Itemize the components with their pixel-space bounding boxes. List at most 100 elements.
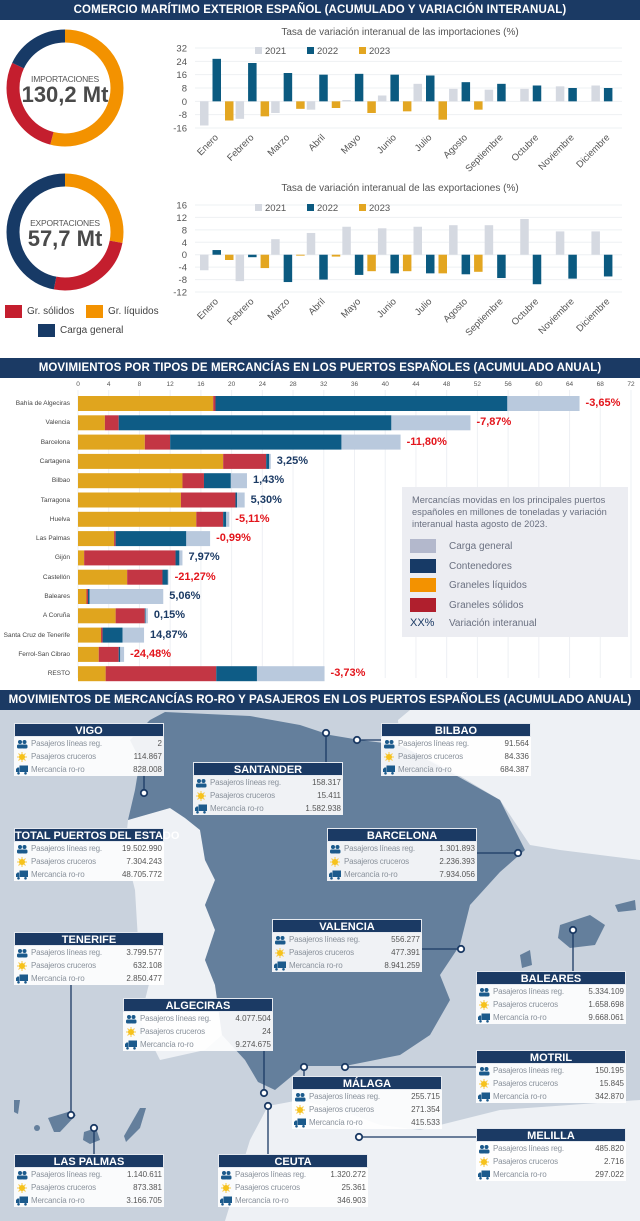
- x-tick-label: 60: [535, 381, 543, 388]
- stat-value: 8.941.259: [384, 961, 420, 970]
- port-marker-bilbao[interactable]: [352, 735, 362, 745]
- stat-row-roro: Mercancía ro-ro 346.903: [218, 1194, 368, 1207]
- port-marker-barcelona[interactable]: [513, 848, 523, 858]
- bar-2023-Julio: [438, 101, 447, 120]
- port-marker-melilla[interactable]: [354, 1132, 364, 1142]
- y-tick-label: 0: [182, 97, 187, 108]
- x-tick-label: Noviembre: [536, 296, 576, 336]
- stat-row-roro: Mercancía ro-ro 2.850.477: [14, 972, 164, 985]
- legend-label: Contenedores: [449, 560, 512, 572]
- port-name: TOTAL PUERTOS DEL ESTADO: [14, 828, 180, 842]
- stat-value: 684.387: [500, 765, 529, 774]
- port-marker-santander[interactable]: [321, 728, 331, 738]
- bar-2021-Enero: [200, 101, 209, 126]
- bar-2023-Abril: [331, 101, 341, 108]
- port-label: A Coruña: [42, 612, 70, 620]
- stat-value: 158.317: [312, 778, 341, 787]
- bar-2022-Noviembre: [568, 88, 577, 102]
- imports-label: IMPORTACIONES 130,2 Mt: [0, 74, 130, 106]
- stat-label: Pasajeros cruceros: [31, 961, 96, 970]
- truck-icon: [383, 765, 395, 775]
- stat-value: 7.304.243: [126, 857, 162, 866]
- bar-2021-Abril: [306, 101, 316, 110]
- section-header-movimientos: MOVIMIENTOS POR TIPOS DE MERCANCÍAS EN L…: [0, 358, 640, 378]
- stat-row-roro: Mercancía ro-ro 342.870: [476, 1090, 626, 1103]
- port-label: Baleares: [44, 593, 70, 600]
- passengers-icon: [479, 1144, 490, 1153]
- bar-2022-Abril: [319, 74, 328, 102]
- legend-swatch: [410, 578, 436, 592]
- x-tick-label: 12: [167, 381, 175, 388]
- bar-2022-Junio: [390, 74, 399, 102]
- x-tick-label: Abril: [306, 132, 327, 153]
- stat-label: Mercancía ro-ro: [493, 1092, 547, 1101]
- x-tick-label: Febrero: [225, 132, 256, 163]
- truck-icon: [294, 1118, 306, 1128]
- port-card-laspalmas: LAS PALMAS Pasajeros líneas reg. 1.140.611…: [14, 1154, 164, 1207]
- sun-icon: [17, 856, 27, 867]
- legend-solidos: Gr. sólidos: [5, 305, 74, 318]
- legend-item-solidos: Graneles sólidos: [410, 598, 523, 612]
- bar-2023-Marzo: [296, 254, 305, 256]
- port-marker-ceuta[interactable]: [263, 1101, 273, 1111]
- legend-swatch: [5, 305, 22, 318]
- y-tick-label: -16: [173, 124, 187, 135]
- port-marker-algeciras[interactable]: [259, 1088, 269, 1098]
- x-tick-label: 36: [351, 381, 359, 388]
- x-tick-label: Mayo: [339, 296, 363, 320]
- stat-row-roro: Mercancía ro-ro 297.022: [476, 1168, 626, 1181]
- imports-slice-general: [6, 29, 124, 147]
- stat-row-regular: Pasajeros líneas reg. 91.564: [381, 737, 531, 750]
- port-marker-baleares[interactable]: [568, 925, 578, 935]
- y-tick-label: -8: [179, 110, 187, 121]
- bar-2023-Agosto: [474, 254, 483, 272]
- bar-segment-Graneles sólidos: [84, 550, 176, 566]
- bar-segment-Contenedores: [170, 434, 342, 450]
- port-marker-malaga[interactable]: [299, 1062, 309, 1072]
- stat-label: Pasajeros cruceros: [493, 1157, 558, 1166]
- legend-label: Graneles sólidos: [449, 599, 524, 611]
- bar-2022-Septiembre: [497, 83, 506, 102]
- port-marker-valencia[interactable]: [456, 944, 466, 954]
- stat-value: 2.236.393: [439, 857, 475, 866]
- truck-icon: [125, 1040, 137, 1050]
- sun-icon: [221, 1182, 231, 1193]
- bar-2021-Abril: [306, 232, 316, 255]
- bar-segment-Graneles líquidos: [78, 569, 128, 585]
- bar-2021-Septiembre: [484, 225, 494, 255]
- stat-label: Pasajeros líneas reg.: [493, 1066, 564, 1075]
- stat-label: Pasajeros líneas reg.: [31, 1170, 102, 1179]
- truck-icon: [16, 870, 28, 880]
- stat-value: 477.391: [391, 948, 420, 957]
- stat-value: 25.361: [341, 1183, 366, 1192]
- bar-segment-Contenedores: [216, 666, 257, 682]
- stat-value: 24: [262, 1027, 271, 1036]
- stat-row-regular: Pasajeros líneas reg. 485.820: [476, 1142, 626, 1155]
- exports-value: 57,7 Mt: [27, 226, 103, 251]
- legend-swatch-2021: [255, 47, 262, 54]
- stat-value: 114.867: [133, 752, 162, 761]
- bar-segment-Carga general: [507, 396, 580, 411]
- port-name: TENERIFE: [14, 932, 164, 946]
- stat-label: Pasajeros cruceros: [235, 1183, 300, 1192]
- stat-row-cruise: Pasajeros cruceros 7.304.243: [14, 855, 164, 868]
- bar-segment-Graneles líquidos: [78, 627, 102, 643]
- passengers-icon: [17, 739, 28, 748]
- bar-segment-Graneles líquidos: [78, 646, 99, 662]
- port-marker-motril[interactable]: [340, 1062, 350, 1072]
- port-card-valencia: VALENCIA Pasajeros líneas reg. 556.277 Pasa…: [272, 919, 422, 972]
- variation-label: 1,43%: [252, 474, 285, 487]
- port-marker-vigo[interactable]: [139, 788, 149, 798]
- y-tick-label: -4: [179, 263, 187, 274]
- port-marker-laspalmas[interactable]: [89, 1123, 99, 1133]
- legend-swatch: [410, 598, 436, 612]
- fuerteventura-island: [124, 1108, 146, 1142]
- port-marker-tenerife[interactable]: [66, 1110, 76, 1120]
- port-name: BARCELONA: [327, 828, 477, 842]
- variation-label: 0,15%: [153, 609, 186, 622]
- port-name: VIGO: [14, 723, 164, 737]
- stat-label: Pasajeros cruceros: [344, 857, 409, 866]
- x-tick-label: Agosto: [441, 132, 470, 161]
- port-label: Barcelona: [40, 438, 70, 446]
- stat-label: Pasajeros cruceros: [398, 752, 463, 761]
